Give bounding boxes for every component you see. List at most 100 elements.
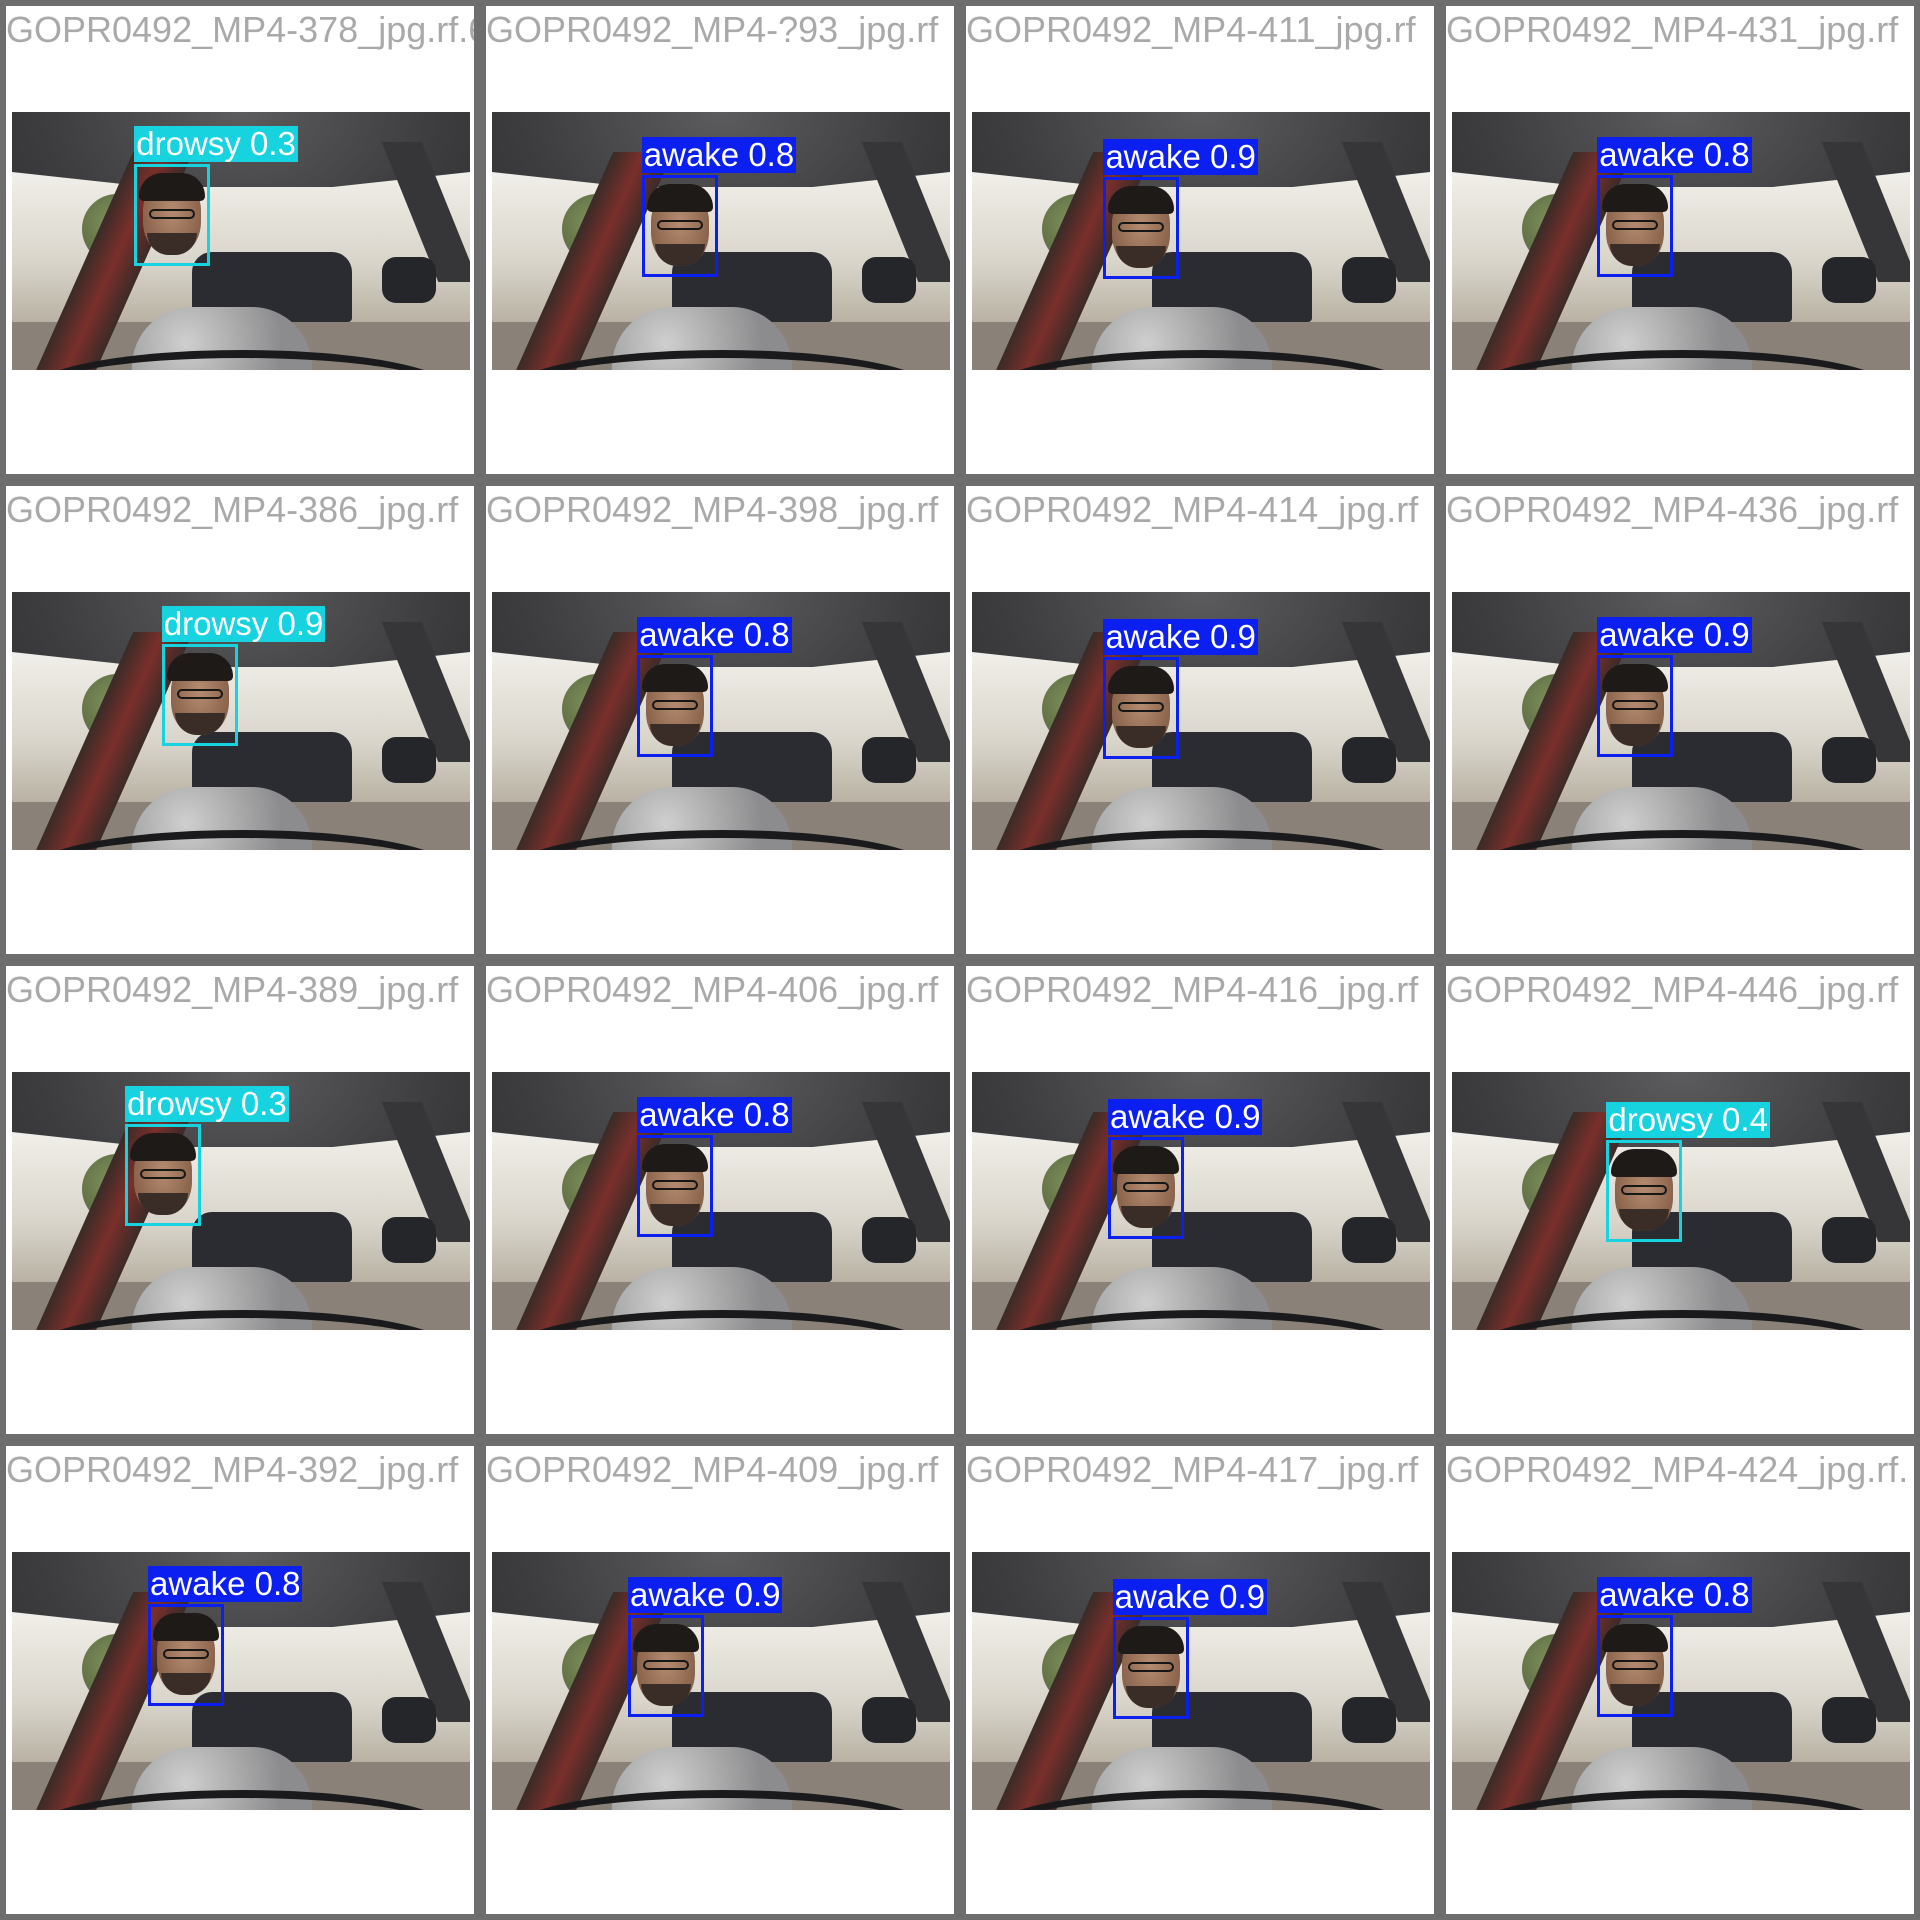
face-glasses [140, 1169, 187, 1180]
face-glasses [1127, 1662, 1174, 1673]
detection-label: awake 0.9 [1103, 618, 1258, 656]
detection-tile: GOPR0492_MP4-386_jpg.rf drowsy 0.9 [0, 480, 480, 960]
face-beard [147, 233, 198, 256]
face-glasses [1612, 1659, 1659, 1670]
face-glasses [176, 689, 223, 700]
face-beard [1610, 243, 1661, 266]
car-interior-photo [12, 592, 470, 850]
face-beard [1610, 1683, 1661, 1706]
detection-tile: GOPR0492_MP4-?93_jpg.rf awake 0.8 [480, 0, 960, 480]
face-glasses [1612, 699, 1659, 710]
driver-face [633, 1623, 700, 1706]
detection-bounding-box [628, 1614, 705, 1717]
face-hair [1611, 1148, 1678, 1177]
detection-tile: GOPR0492_MP4-406_jpg.rf awake 0.8 [480, 960, 960, 1440]
detection-bounding-box [1597, 654, 1674, 757]
car-interior-photo [492, 592, 950, 850]
face-beard [1121, 1206, 1172, 1229]
image-filename: GOPR0492_MP4-414_jpg.rf [966, 489, 1419, 530]
detection-label: awake 0.8 [637, 1095, 792, 1133]
face-glasses [163, 1649, 210, 1660]
detection-bounding-box [1597, 1614, 1674, 1717]
detection-tile: GOPR0492_MP4-378_jpg.rf.65518060275f6cfe… [0, 0, 480, 480]
image-filename: GOPR0492_MP4-411_jpg.rf [966, 9, 1416, 50]
scene-headrest [1822, 737, 1876, 783]
driver-face [1108, 666, 1175, 749]
scene-headrest [1822, 257, 1876, 303]
driver-face [1602, 183, 1669, 266]
detection-label: drowsy 0.3 [125, 1085, 289, 1123]
image-filename: GOPR0492_MP4-417_jpg.rf [966, 1449, 1419, 1490]
driver-face [130, 1133, 197, 1216]
detection-bounding-box [134, 164, 211, 267]
detection-label: awake 0.8 [641, 135, 797, 173]
face-beard [1116, 726, 1167, 749]
face-glasses [652, 1179, 699, 1190]
car-interior-photo [492, 1072, 950, 1330]
scene-headrest [382, 257, 436, 303]
face-beard [1116, 246, 1167, 269]
detection-label: awake 0.8 [148, 1565, 303, 1603]
face-beard [161, 1673, 212, 1696]
face-glasses [643, 1659, 690, 1670]
image-filename: GOPR0492_MP4-446_jpg.rf [1446, 969, 1899, 1010]
scene-headrest [1822, 1697, 1876, 1743]
face-hair [166, 653, 233, 682]
detection-label: awake 0.8 [1597, 135, 1752, 173]
face-glasses [149, 209, 196, 220]
face-beard [641, 1683, 692, 1706]
face-glasses [1118, 702, 1165, 713]
face-hair [1602, 1623, 1669, 1652]
detection-bounding-box [641, 174, 718, 277]
detection-bounding-box [1103, 657, 1180, 760]
scene-headrest [862, 1217, 916, 1263]
image-filename: GOPR0492_MP4-409_jpg.rf [486, 1449, 939, 1490]
face-hair [1108, 666, 1175, 695]
face-glasses [1612, 219, 1659, 230]
image-filename: GOPR0492_MP4-436_jpg.rf [1446, 489, 1899, 530]
detection-bounding-box [1606, 1139, 1683, 1242]
driver-face [1108, 186, 1175, 269]
detection-bounding-box [1597, 174, 1674, 277]
image-filename: GOPR0492_MP4-431_jpg.rf [1446, 9, 1899, 50]
face-beard [1125, 1686, 1176, 1709]
driver-face [1611, 1148, 1678, 1231]
detection-bounding-box [125, 1124, 202, 1227]
scene-headrest [862, 737, 916, 783]
detection-label: awake 0.9 [628, 1575, 783, 1613]
driver-face [1113, 1146, 1180, 1229]
image-filename: GOPR0492_MP4-416_jpg.rf [966, 969, 1419, 1010]
image-filename: GOPR0492_MP4-386_jpg.rf [6, 489, 459, 530]
face-hair [642, 1143, 709, 1172]
face-hair [1117, 1626, 1184, 1655]
detection-bounding-box [161, 644, 238, 747]
car-interior-photo [12, 1552, 470, 1810]
scene-headrest [862, 1697, 916, 1743]
face-glasses [1118, 222, 1165, 233]
face-hair [1108, 186, 1175, 215]
driver-face [166, 653, 233, 736]
face-hair [130, 1133, 197, 1162]
scene-headrest [382, 1697, 436, 1743]
face-hair [633, 1623, 700, 1652]
detection-tile: GOPR0492_MP4-392_jpg.rf awake 0.8 [0, 1440, 480, 1920]
face-beard [1619, 1208, 1670, 1231]
driver-face [1602, 663, 1669, 746]
face-beard [650, 723, 701, 746]
scene-headrest [1342, 257, 1396, 303]
detection-label: drowsy 0.4 [1606, 1100, 1770, 1138]
driver-face [646, 183, 713, 266]
driver-face [642, 663, 709, 746]
scene-headrest [1822, 1217, 1876, 1263]
scene-headrest [862, 257, 916, 303]
driver-face [139, 173, 206, 256]
face-glasses [656, 219, 703, 230]
face-hair [1113, 1146, 1180, 1175]
detection-tile: GOPR0492_MP4-416_jpg.rf awake 0.9 [960, 960, 1440, 1440]
face-beard [654, 243, 705, 266]
detection-label: awake 0.9 [1597, 615, 1752, 653]
